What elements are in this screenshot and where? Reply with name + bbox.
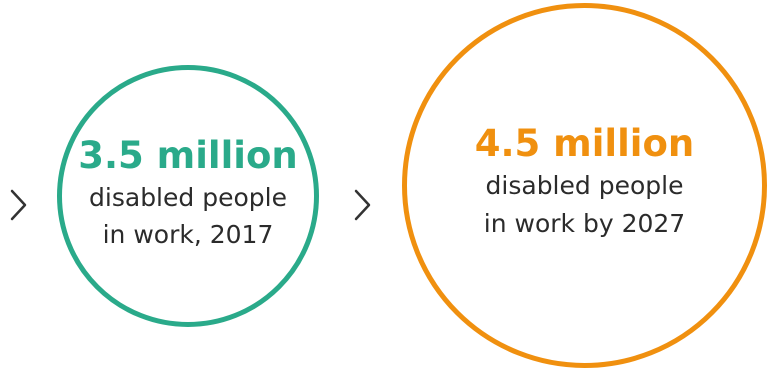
stage-2027-line-2: in work by 2027: [483, 208, 686, 238]
stage-2027-line-1: disabled people: [485, 171, 684, 201]
stage-2027-figure: 4.5 million: [474, 122, 695, 166]
stage-2017-figure: 3.5 million: [78, 133, 298, 177]
chevron-right-icon: [8, 188, 30, 222]
stage-2017-line-2: in work, 2017: [102, 220, 274, 250]
chevron-right-icon: [352, 188, 374, 222]
stage-2017-circle: 3.5 million disabled people in work, 201…: [57, 65, 319, 327]
stage-2017-line-1: disabled people: [89, 182, 287, 212]
stage-2027-circle: 4.5 million disabled people in work by 2…: [402, 3, 767, 368]
